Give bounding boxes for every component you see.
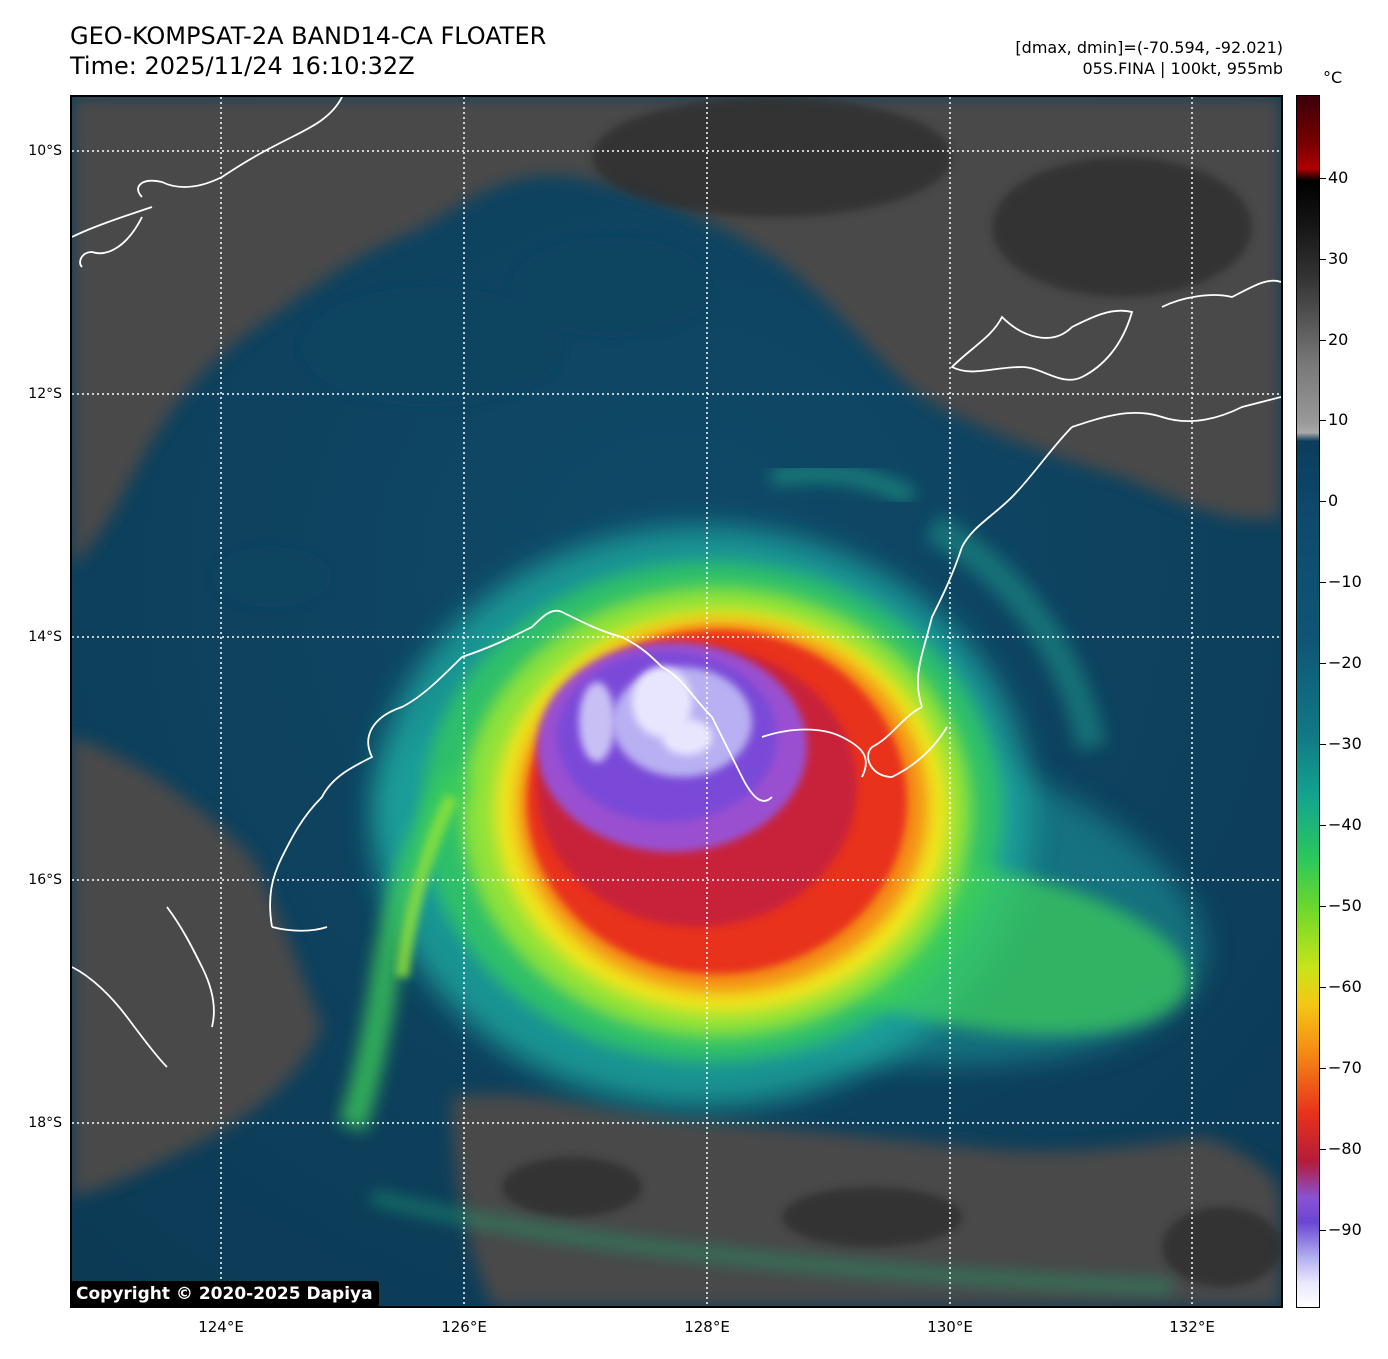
chart-title: GEO-KOMPSAT-2A BAND14-CA FLOATER (70, 22, 547, 50)
tropical-cyclone-cloud-imagery (338, 464, 1205, 1294)
gridlines (72, 97, 1281, 1306)
lat-label-14s: 14°S (28, 629, 62, 645)
lon-label-130e: 130°E (927, 1318, 973, 1336)
colorbar-tick: −60 (1328, 977, 1362, 996)
colorbar-tick: 40 (1328, 168, 1349, 187)
lon-label-132e: 132°E (1169, 1318, 1215, 1336)
colorbar-tick: 30 (1328, 249, 1349, 268)
lat-label-18s: 18°S (28, 1115, 62, 1131)
colorbar-tick: −90 (1328, 1220, 1362, 1239)
coastline (72, 97, 1281, 1068)
lon-label-126e: 126°E (441, 1318, 487, 1336)
lat-label-16s: 16°S (28, 872, 62, 888)
colorbar-tick: −40 (1328, 815, 1362, 834)
lat-label-10s: 10°S (28, 143, 62, 159)
lon-label-124e: 124°E (198, 1318, 244, 1336)
satellite-map (70, 95, 1283, 1308)
colorbar-tick: −70 (1328, 1058, 1362, 1077)
timestamp: Time: 2025/11/24 16:10:32Z (70, 52, 415, 80)
temperature-range: [dmax, dmin]=(-70.594, -92.021) (1015, 38, 1283, 57)
colorbar-tick: −80 (1328, 1139, 1362, 1158)
colorbar-tick: −10 (1328, 572, 1362, 591)
lon-label-128e: 128°E (684, 1318, 730, 1336)
colorbar-tick: −30 (1328, 734, 1362, 753)
colorbar-tick: −20 (1328, 653, 1362, 672)
colorbar (1296, 95, 1320, 1308)
storm-info: 05S.FINA | 100kt, 955mb (1082, 59, 1283, 78)
colorbar-tick: 10 (1328, 410, 1349, 429)
colorbar-unit: °C (1323, 68, 1343, 87)
colorbar-tick: 0 (1328, 491, 1339, 510)
lat-label-12s: 12°S (28, 386, 62, 402)
satellite-imagery (72, 97, 1281, 1306)
copyright-badge: Copyright © 2020-2025 Dapiya (70, 1281, 379, 1307)
colorbar-tick: 20 (1328, 330, 1349, 349)
colorbar-tick: −50 (1328, 896, 1362, 915)
